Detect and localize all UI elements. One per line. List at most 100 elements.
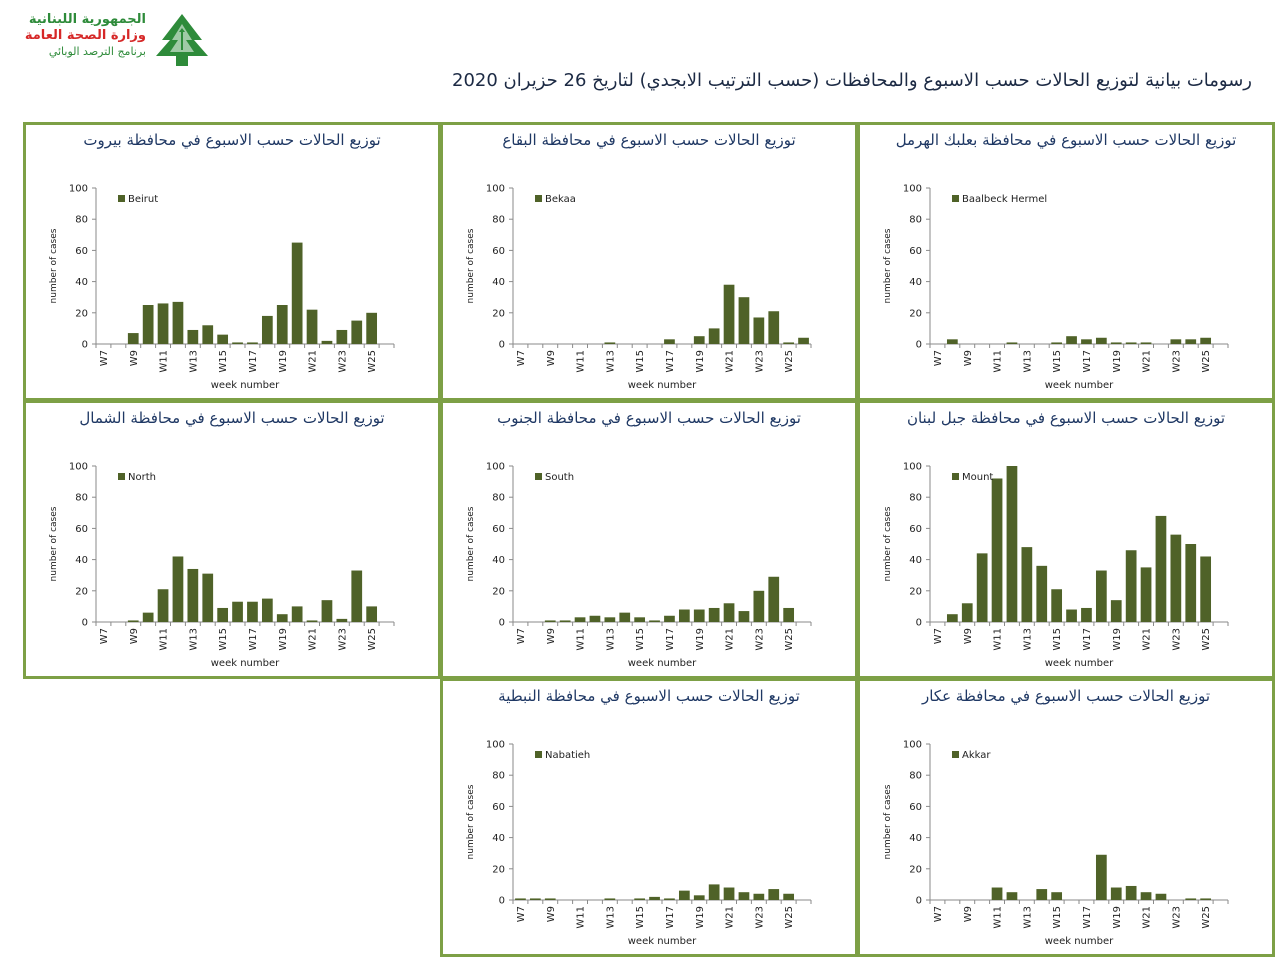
y-tick-label: 40: [909, 277, 922, 288]
bar-w16: [232, 342, 243, 344]
x-tick-label: W17: [1082, 906, 1093, 929]
bar-w25: [366, 312, 378, 344]
x-axis-label: week number: [1045, 380, 1114, 391]
bar-w17: [664, 339, 675, 344]
x-tick-label: W23: [754, 350, 765, 373]
x-tick-label: W21: [725, 628, 736, 651]
bar-w12: [172, 301, 184, 344]
bar-w20: [708, 607, 720, 622]
bar-w15: [217, 607, 229, 622]
chart-title: توزيع الحالات حسب الاسبوع في محافظة الجن…: [497, 409, 801, 427]
bar-w21: [306, 309, 318, 344]
x-tick-label: W17: [665, 628, 676, 651]
x-tick-label: W25: [1201, 906, 1212, 929]
bar-w16: [649, 620, 660, 622]
x-tick-label: W23: [754, 628, 765, 651]
chart-south: 0 20 40 60 80 100 W7 W9 W11 W13 W15 W17 W19 W21 W23 W25…: [466, 462, 812, 669]
logo-line-program: برنامج الترصد الوبائي: [48, 45, 146, 58]
x-tick-label: W19: [1112, 628, 1123, 651]
bar-w13: [187, 568, 199, 622]
y-axis-label: number of cases: [466, 228, 476, 303]
bar-w17: [247, 601, 258, 622]
bar-w18: [261, 315, 273, 344]
bar-w20: [1125, 550, 1137, 622]
bar-w17: [1081, 339, 1092, 344]
y-tick-label: 40: [909, 555, 922, 566]
bar-w18: [678, 890, 690, 900]
x-tick-label: W21: [308, 628, 319, 651]
x-tick-label: W15: [1052, 628, 1063, 651]
x-tick-label: W15: [635, 906, 646, 929]
ministry-logo-text: الجمهورية اللبنانية وزارة الصحة العامة ب…: [18, 12, 146, 60]
chart-mount-lebanon: 0 20 40 60 80 100 W7 W9 W11 W13 W15 W17 W19 W21 W23 W25…: [883, 462, 1229, 669]
bar-w10: [976, 553, 988, 622]
bar-w9: [961, 603, 973, 622]
x-tick-label: W25: [1201, 350, 1212, 373]
x-tick-label: W13: [188, 350, 199, 373]
x-tick-label: W25: [1201, 628, 1212, 651]
legend-swatch: [952, 751, 959, 758]
bar-w19: [1110, 887, 1122, 900]
bar-w23: [753, 317, 765, 344]
bar-w11: [991, 887, 1003, 900]
y-axis-label: number of cases: [49, 506, 59, 581]
bar-w25: [1200, 898, 1212, 900]
bar-w23: [753, 893, 765, 900]
x-tick-label: W21: [1142, 906, 1153, 929]
page-header: الجمهورية اللبنانية وزارة الصحة العامة ب…: [0, 0, 1280, 110]
x-tick-label: W11: [993, 906, 1004, 929]
x-tick-label: W19: [278, 350, 289, 373]
x-tick-label: W15: [635, 628, 646, 651]
x-tick-label: W11: [159, 628, 170, 651]
x-tick-label: W25: [367, 628, 378, 651]
x-tick-label: W19: [1112, 906, 1123, 929]
bar-w13: [604, 342, 616, 344]
bar-w23: [336, 618, 348, 622]
bar-w18: [1095, 337, 1107, 344]
bar-w19: [693, 895, 705, 900]
logo-line-ministry: وزارة الصحة العامة: [24, 28, 146, 43]
y-tick-label: 100: [69, 184, 88, 195]
bar-w21: [1140, 342, 1152, 344]
x-tick-label: W15: [218, 628, 229, 651]
x-tick-label: W7: [516, 350, 527, 366]
y-tick-label: 80: [492, 215, 505, 226]
chart-panel-akkar: توزيع الحالات حسب الاسبوع في محافظة عكار…: [857, 678, 1275, 957]
x-tick-label: W19: [1112, 350, 1123, 373]
bar-w11: [574, 617, 586, 622]
bar-w21: [1140, 892, 1152, 900]
bar-w22: [738, 297, 750, 344]
bar-w11: [991, 478, 1003, 622]
y-tick-label: 0: [499, 618, 505, 629]
y-tick-label: 0: [916, 896, 922, 907]
y-tick-label: 40: [75, 277, 88, 288]
x-tick-label: W15: [1052, 906, 1063, 929]
x-tick-label: W9: [129, 350, 140, 366]
x-tick-label: W17: [1082, 350, 1093, 373]
bar-w22: [321, 600, 333, 622]
x-tick-label: W7: [516, 628, 527, 644]
bar-w18: [678, 609, 690, 622]
bar-w22: [738, 611, 750, 622]
y-tick-label: 0: [916, 340, 922, 351]
x-tick-label: W11: [576, 628, 587, 651]
y-tick-label: 80: [75, 215, 88, 226]
chart-panel-beirut: توزيع الحالات حسب الاسبوع في محافظة بيرو…: [23, 122, 441, 401]
bar-w10: [142, 612, 154, 622]
x-axis-label: week number: [628, 936, 697, 947]
legend-swatch: [118, 195, 125, 202]
bar-w25: [783, 607, 795, 622]
y-tick-label: 100: [486, 740, 505, 751]
y-axis-label: number of cases: [466, 506, 476, 581]
bar-w19: [693, 336, 705, 344]
bar-w20: [708, 328, 720, 344]
x-tick-label: W25: [367, 350, 378, 373]
chart-title: توزيع الحالات حسب الاسبوع في محافظة النب…: [498, 687, 800, 705]
cedar-tree-icon: [156, 14, 208, 66]
x-tick-label: W11: [576, 906, 587, 929]
chart-panel-south: توزيع الحالات حسب الاسبوع في محافظة الجن…: [440, 400, 858, 679]
bar-w16: [1066, 336, 1077, 344]
bar-w19: [276, 614, 288, 622]
y-tick-label: 40: [492, 833, 505, 844]
bar-w21: [723, 603, 735, 622]
